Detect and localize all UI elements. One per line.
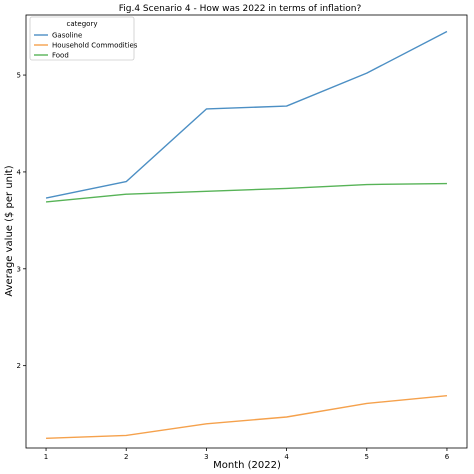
y-tick-label: 2 bbox=[17, 362, 21, 370]
series-lines bbox=[45, 30, 448, 440]
y-tick-label: 5 bbox=[17, 72, 21, 80]
series-line-gasoline bbox=[45, 30, 448, 199]
series-line-household-commodities bbox=[46, 394, 448, 440]
x-tick-label: 3 bbox=[204, 453, 208, 461]
series-line-food bbox=[45, 182, 447, 203]
x-tick-label: 4 bbox=[284, 453, 289, 461]
y-tick-label: 4 bbox=[17, 168, 22, 176]
x-tick-label: 5 bbox=[365, 453, 369, 461]
x-axis: 1 2 3 4 5 6 bbox=[44, 448, 450, 461]
y-axis-label: Average value ($ per unit) bbox=[4, 165, 15, 296]
legend-entry-label: Food bbox=[52, 52, 69, 60]
x-tick-label: 6 bbox=[445, 453, 450, 461]
plot-area bbox=[25, 14, 468, 449]
legend-title: category bbox=[67, 20, 98, 28]
legend-entry-label: Gasoline bbox=[52, 32, 82, 40]
x-axis-label: Month (2022) bbox=[213, 460, 281, 471]
legend-entry-label: Household Commodities bbox=[52, 42, 138, 50]
x-tick-label: 2 bbox=[124, 453, 128, 461]
legend: category Gasoline Household Commodities Fo… bbox=[29, 16, 138, 61]
x-tick-label: 1 bbox=[44, 453, 48, 461]
chart-title: Fig.4 Scenario 4 - How was 2022 in terms… bbox=[119, 4, 362, 14]
y-tick-label: 3 bbox=[17, 265, 21, 273]
legend-box bbox=[29, 16, 135, 61]
y-axis: 2 3 4 5 bbox=[17, 72, 26, 370]
